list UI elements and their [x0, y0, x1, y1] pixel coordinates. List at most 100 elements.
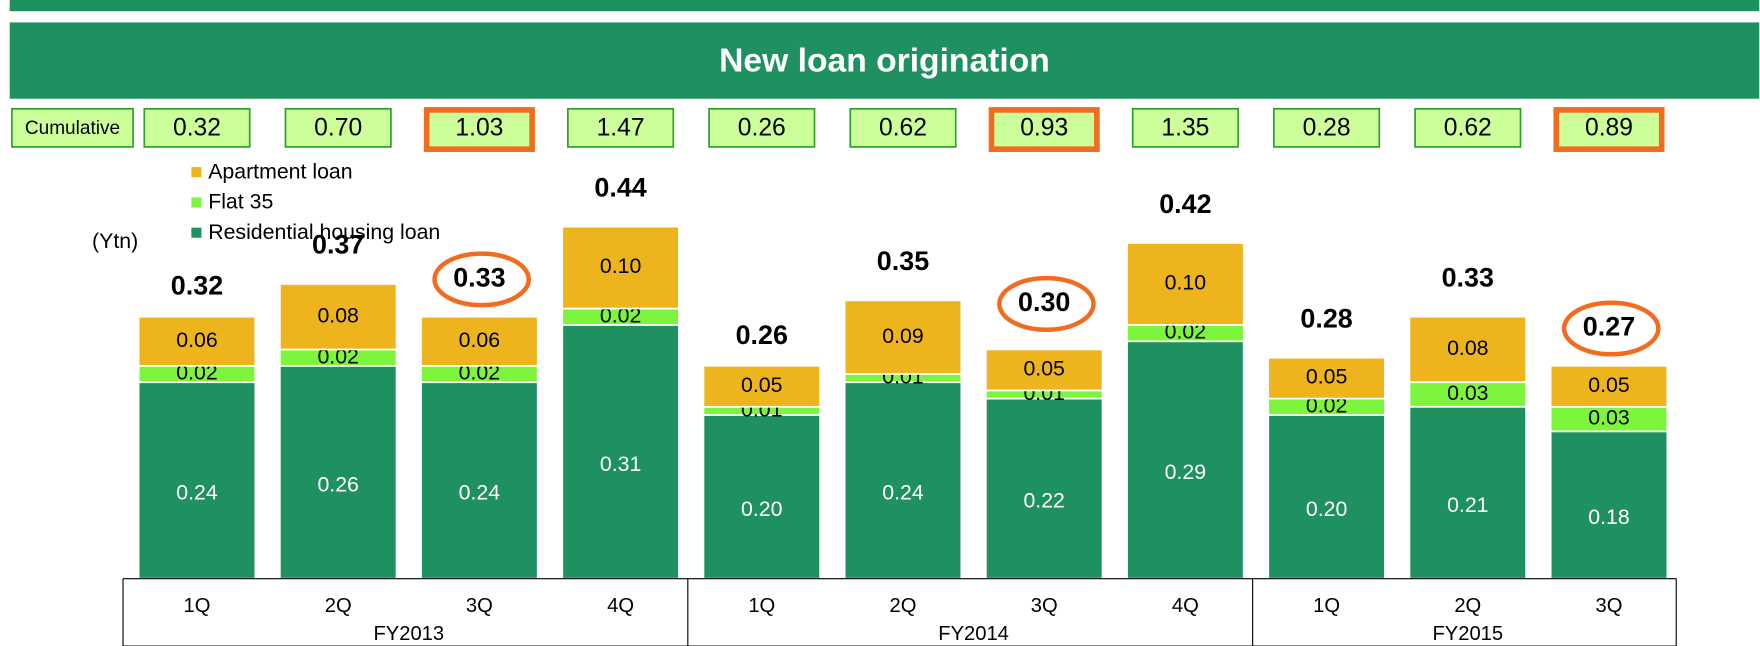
- cumulative-box: [708, 107, 816, 148]
- segment-label: 0.08: [317, 303, 358, 327]
- segment-label: 0.20: [741, 497, 783, 521]
- header-band: [9, 22, 1760, 99]
- bar-segment: [1408, 315, 1527, 384]
- segment-label: 0.06: [176, 328, 217, 352]
- legend-swatch: [191, 197, 202, 208]
- cumulative-value: 0.89: [1585, 114, 1633, 141]
- segment-label: 0.29: [1165, 460, 1206, 484]
- x-tick-label: 1Q: [748, 595, 775, 617]
- segment-label: 0.06: [459, 328, 500, 352]
- total-label: 0.30: [1018, 287, 1070, 317]
- cumulative-value: 1.03: [455, 114, 503, 141]
- cumulative-box: [1553, 107, 1665, 152]
- bar-segment: [561, 225, 680, 310]
- segment-label: 0.24: [459, 481, 501, 505]
- cumulative-label-box: [11, 107, 134, 148]
- total-label: 0.42: [1159, 189, 1211, 219]
- cumulative-box: [1273, 107, 1381, 148]
- x-tick-label: 3Q: [466, 595, 493, 617]
- bar-segment: [1549, 430, 1669, 580]
- segment-label: 0.22: [1023, 489, 1064, 513]
- group-label: FY2015: [1432, 623, 1503, 645]
- bar-segment: [420, 315, 539, 367]
- chart-title: New loan origination: [719, 43, 1050, 80]
- segment-label: 0.05: [1306, 365, 1347, 389]
- legend-label: Apartment loan: [208, 159, 352, 183]
- header-stripe: [9, 0, 1760, 12]
- bar-segment: [420, 381, 539, 580]
- bar-segment: [985, 348, 1104, 392]
- segment-label: 0.21: [1447, 493, 1488, 517]
- cumulative-box: [423, 107, 535, 152]
- segment-label: 0.08: [1447, 336, 1488, 360]
- bar-segment: [137, 315, 257, 367]
- legend-swatch: [191, 167, 202, 178]
- bar-segment: [137, 381, 257, 580]
- bar-segment: [702, 365, 821, 408]
- total-label: 0.33: [453, 262, 505, 292]
- legend-label: Residential housing loan: [208, 220, 440, 244]
- x-tick-label: 2Q: [325, 595, 352, 617]
- segment-label: 0.24: [176, 481, 218, 505]
- cumulative-label: Cumulative: [25, 118, 120, 139]
- segment-label: 0.10: [600, 254, 642, 278]
- x-tick-label: 1Q: [184, 595, 211, 617]
- segment-label: 0.20: [1306, 497, 1348, 521]
- total-label: 0.27: [1583, 312, 1635, 342]
- group-label: FY2014: [938, 623, 1009, 645]
- segment-label: 0.24: [882, 481, 924, 505]
- bar-segment: [1267, 356, 1386, 400]
- total-label: 0.28: [1300, 303, 1352, 333]
- segment-label: 0.09: [882, 324, 923, 348]
- group-label: FY2013: [373, 623, 444, 645]
- cumulative-box: [567, 107, 675, 148]
- segment-label: 0.26: [317, 472, 358, 496]
- cumulative-value: 1.35: [1161, 114, 1209, 141]
- x-tick-label: 3Q: [1596, 595, 1623, 617]
- cumulative-box: [284, 107, 392, 148]
- segment-label: 0.03: [1447, 381, 1488, 405]
- y-label: (Ytn): [92, 229, 138, 253]
- cumulative-box: [988, 107, 1100, 152]
- segment-label: 0.05: [741, 373, 782, 397]
- cumulative-box: [1131, 107, 1239, 148]
- bar-segment: [561, 324, 680, 580]
- total-label: 0.33: [1442, 262, 1494, 292]
- cumulative-value: 0.70: [314, 114, 362, 141]
- cumulative-value: 0.93: [1020, 114, 1068, 141]
- cumulative-value: 0.26: [738, 114, 786, 141]
- cumulative-value: 0.32: [173, 114, 221, 141]
- legend-swatch: [191, 227, 202, 238]
- bar-segment: [1549, 405, 1669, 433]
- cumulative-value: 0.62: [879, 114, 927, 141]
- x-tick-label: 2Q: [1454, 595, 1481, 617]
- segment-label: 0.05: [1588, 373, 1629, 397]
- segment-label: 0.18: [1588, 505, 1629, 529]
- total-label: 0.26: [736, 320, 788, 350]
- cumulative-box: [849, 107, 957, 148]
- segment-label: 0.05: [1023, 357, 1064, 381]
- cumulative-box: [1414, 107, 1522, 148]
- bar-segment: [1549, 365, 1669, 408]
- highlight-circle: [1561, 300, 1661, 357]
- total-label: 0.44: [594, 172, 646, 202]
- highlight-circle: [997, 275, 1096, 332]
- x-tick-label: 1Q: [1313, 595, 1340, 617]
- cumulative-value: 1.47: [597, 114, 645, 141]
- x-tick-label: 4Q: [607, 595, 634, 617]
- cumulative-value: 0.62: [1444, 114, 1492, 141]
- segment-label: 0.10: [1165, 271, 1207, 295]
- highlight-circle: [432, 251, 531, 308]
- legend-label: Flat 35: [208, 190, 273, 214]
- x-tick-label: 4Q: [1172, 595, 1199, 617]
- segment-label: 0.03: [1588, 406, 1629, 430]
- bar-segment: [1126, 242, 1245, 326]
- bar-segment: [843, 381, 963, 580]
- bar-segment: [1408, 405, 1527, 580]
- cumulative-box: [143, 107, 251, 148]
- x-tick-label: 3Q: [1031, 595, 1058, 617]
- x-tick-label: 2Q: [890, 595, 917, 617]
- bar-segment: [702, 414, 821, 580]
- segment-label: 0.31: [600, 452, 641, 476]
